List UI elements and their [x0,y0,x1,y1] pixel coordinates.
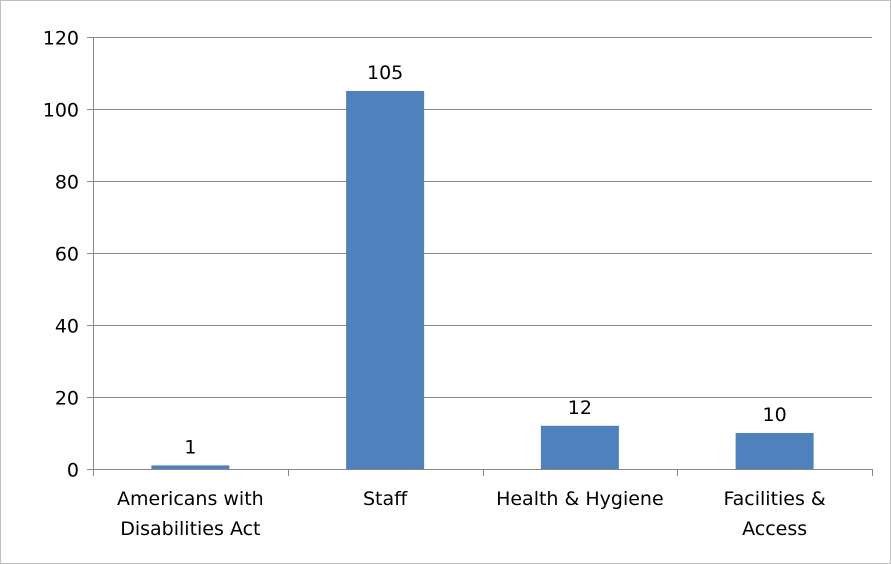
x-category-label: Facilities & [723,488,825,510]
y-tick-label: 20 [55,388,79,410]
gridlines [93,38,872,398]
bar-3 [541,426,619,469]
y-tick-label: 120 [43,28,79,50]
bars [151,91,813,469]
data-label: 1 [184,436,196,458]
y-tick-labels: 0 20 40 60 80 100 120 [43,28,79,482]
y-tick-label: 100 [43,100,79,122]
x-tick-labels: Americans with Disabilities Act Staff Healt… [117,488,826,540]
data-label: 105 [367,62,403,84]
bar-2 [346,91,424,469]
y-tick-label: 60 [55,244,79,266]
x-category-label: Staff [363,488,408,510]
data-label: 12 [568,397,592,419]
x-category-label: Access [742,518,807,540]
axes [87,37,873,476]
data-label: 10 [763,404,787,426]
x-category-label: Americans with [117,488,264,510]
y-tick-label: 0 [67,460,79,482]
y-tick-label: 40 [55,316,79,338]
x-category-label: Health & Hygiene [496,488,664,510]
bar-4 [736,433,814,469]
data-labels: 1 105 12 10 [184,62,786,458]
y-tick-label: 80 [55,172,79,194]
x-category-label: Disabilities Act [120,518,260,540]
bar-1 [151,465,229,469]
